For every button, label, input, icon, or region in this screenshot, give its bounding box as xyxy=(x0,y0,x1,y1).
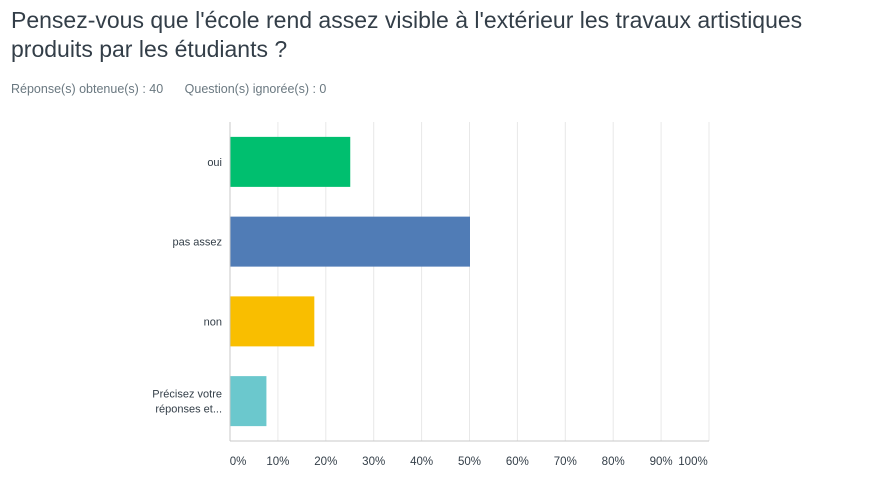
question-title: Pensez-vous que l'école rend assez visib… xyxy=(11,7,803,62)
x-tick-label: 80% xyxy=(602,456,625,468)
category-label: réponses et... xyxy=(155,404,222,416)
bar-1 xyxy=(230,216,470,267)
category-label: non xyxy=(204,316,222,328)
response-stats: Réponse(s) obtenue(s) : 40 Question(s) i… xyxy=(11,82,344,96)
answered-count: Réponse(s) obtenue(s) : 40 xyxy=(11,82,164,96)
x-tick-label: 50% xyxy=(458,456,481,468)
x-tick-label: 30% xyxy=(362,456,385,468)
x-tick-label: 100% xyxy=(678,456,707,468)
skipped-count: Question(s) ignorée(s) : 0 xyxy=(184,82,327,96)
x-tick-label: 70% xyxy=(554,456,577,468)
x-tick-label: 10% xyxy=(266,456,289,468)
x-tick-label: 20% xyxy=(314,456,337,468)
x-tick-label: 60% xyxy=(506,456,529,468)
bar-3 xyxy=(230,376,267,427)
x-tick-label: 0% xyxy=(230,456,247,468)
category-label: oui xyxy=(207,157,222,169)
bar-0 xyxy=(230,136,351,187)
x-tick-label: 90% xyxy=(650,456,673,468)
bar-2 xyxy=(230,296,315,347)
category-label: Précisez votre xyxy=(152,389,222,401)
category-label: pas assez xyxy=(172,237,222,249)
x-tick-label: 40% xyxy=(410,456,433,468)
